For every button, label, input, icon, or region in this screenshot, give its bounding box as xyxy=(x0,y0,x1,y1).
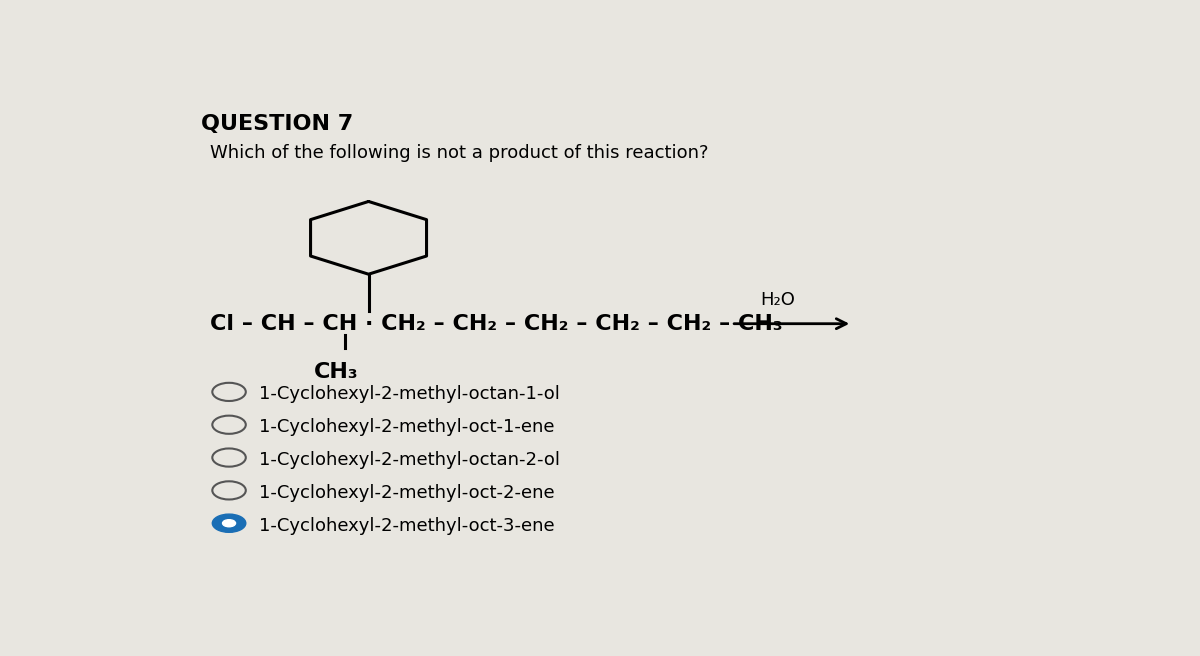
Text: 1-Cyclohexyl-2-methyl-oct-3-ene: 1-Cyclohexyl-2-methyl-oct-3-ene xyxy=(259,517,554,535)
Text: 1-Cyclohexyl-2-methyl-oct-2-ene: 1-Cyclohexyl-2-methyl-oct-2-ene xyxy=(259,484,554,502)
Text: CH₃: CH₃ xyxy=(313,361,359,382)
Text: QUESTION 7: QUESTION 7 xyxy=(202,114,353,134)
Text: 1-Cyclohexyl-2-methyl-octan-1-ol: 1-Cyclohexyl-2-methyl-octan-1-ol xyxy=(259,386,559,403)
Text: Which of the following is not a product of this reaction?: Which of the following is not a product … xyxy=(210,144,709,163)
Text: H₂O: H₂O xyxy=(761,291,796,308)
Text: 1-Cyclohexyl-2-methyl-octan-2-ol: 1-Cyclohexyl-2-methyl-octan-2-ol xyxy=(259,451,560,469)
Circle shape xyxy=(222,520,235,527)
Text: 1-Cyclohexyl-2-methyl-oct-1-ene: 1-Cyclohexyl-2-methyl-oct-1-ene xyxy=(259,419,554,436)
Text: Cl – CH – CH · CH₂ – CH₂ – CH₂ – CH₂ – CH₂ – CH₃: Cl – CH – CH · CH₂ – CH₂ – CH₂ – CH₂ – C… xyxy=(210,314,784,334)
Circle shape xyxy=(212,514,246,532)
